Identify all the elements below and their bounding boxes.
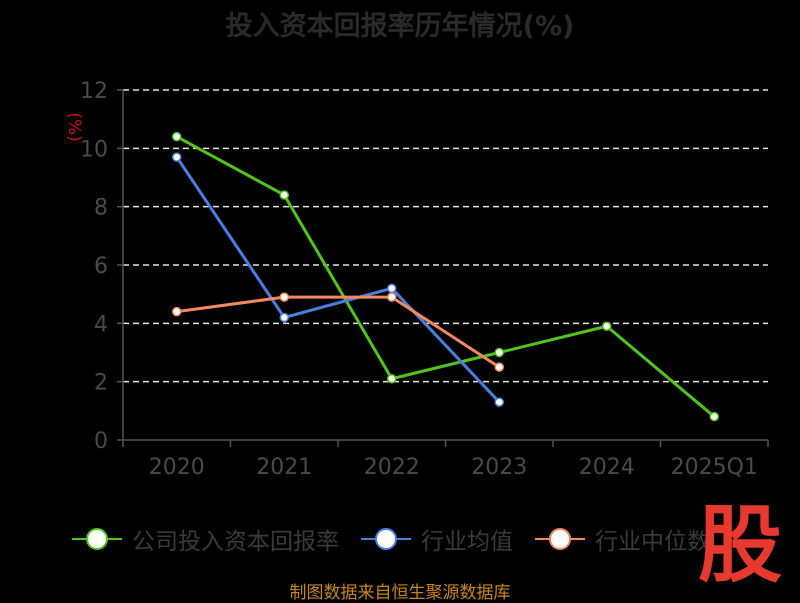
y-tick-label: 8 xyxy=(94,196,108,221)
data-point[interactable] xyxy=(387,283,397,294)
series-group xyxy=(172,131,719,422)
x-tick-label: 2025Q1 xyxy=(671,455,758,480)
y-tick-label: 6 xyxy=(94,254,108,279)
x-tick-label: 2022 xyxy=(364,455,420,480)
data-point[interactable] xyxy=(709,411,719,422)
series-line xyxy=(176,295,501,369)
source-note: 制图数据来自恒生聚源数据库 xyxy=(289,583,511,603)
legend-marker-icon xyxy=(72,527,122,551)
x-tick-labels: 2020 2021 2022 2023 2024 2025Q1 xyxy=(149,455,758,480)
y-tick-labels: 0 2 4 6 8 10 12 xyxy=(80,79,108,454)
data-point[interactable] xyxy=(387,374,397,384)
axes xyxy=(117,89,769,447)
legend-item-industry-median[interactable]: 行业中位数 xyxy=(535,522,710,556)
series-0 xyxy=(172,131,719,422)
series-2 xyxy=(172,292,504,372)
data-point[interactable] xyxy=(279,312,289,323)
legend-marker-icon xyxy=(361,527,411,551)
data-point[interactable] xyxy=(494,347,504,358)
data-point[interactable] xyxy=(172,131,182,142)
legend-item-industry-mean[interactable]: 行业均值 xyxy=(361,522,513,556)
x-tick-label: 2020 xyxy=(149,455,205,480)
legend-label: 行业中位数 xyxy=(595,529,710,555)
series-1 xyxy=(172,152,504,407)
legend-item-company-roic[interactable]: 公司投入资本回报率 xyxy=(72,522,339,556)
series-line xyxy=(175,156,501,404)
y-tick-label: 10 xyxy=(80,137,108,162)
legend-marker-icon xyxy=(535,527,585,551)
y-tick-label: 2 xyxy=(94,371,108,396)
x-tick-label: 2023 xyxy=(471,455,527,480)
data-point[interactable] xyxy=(172,306,182,317)
series-line xyxy=(176,135,716,418)
data-point[interactable] xyxy=(602,321,612,331)
data-point[interactable] xyxy=(172,152,182,162)
data-point[interactable] xyxy=(494,397,504,407)
y-tick-label: 12 xyxy=(80,79,108,104)
data-point[interactable] xyxy=(387,292,397,302)
stock-logo-stamp: 股 xyxy=(697,496,782,594)
y-tick-label: 0 xyxy=(94,429,108,454)
chart-title: 投入资本回报率历年情况(%) xyxy=(225,11,575,42)
x-tick-label: 2021 xyxy=(256,455,312,480)
gridlines xyxy=(123,89,768,383)
y-tick-label: 4 xyxy=(94,312,108,337)
legend: 公司投入资本回报率 行业均值 行业中位数 xyxy=(72,519,732,559)
data-point[interactable] xyxy=(494,362,504,372)
legend-label: 行业均值 xyxy=(421,529,513,555)
x-tick-label: 2024 xyxy=(579,455,635,480)
data-point[interactable] xyxy=(279,190,289,200)
data-point[interactable] xyxy=(279,292,289,302)
y-unit-label: (%) xyxy=(64,112,84,141)
legend-label: 公司投入资本回报率 xyxy=(132,529,339,555)
